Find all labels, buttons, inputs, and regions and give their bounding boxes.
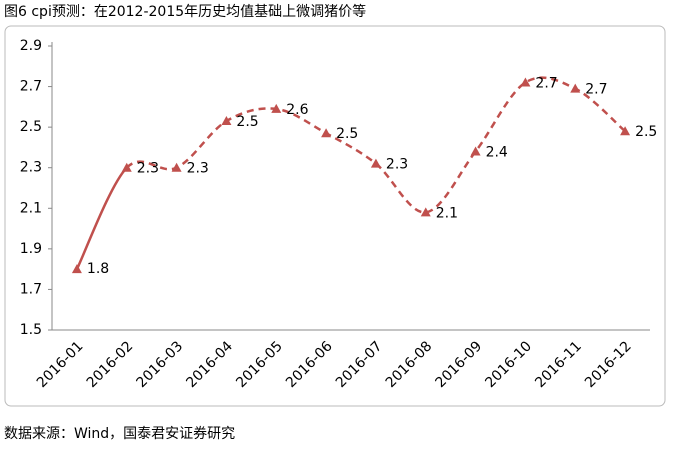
data-label: 2.5 [236,114,258,130]
marker [171,162,182,172]
data-label: 2.4 [486,144,508,160]
y-tick-label: 1.9 [20,241,42,257]
data-label: 2.1 [436,205,458,221]
y-tick-label: 2.5 [20,119,42,135]
x-tick-label: 2016-10 [482,338,535,391]
marker [221,116,232,126]
y-tick-label: 1.7 [20,281,42,297]
line-dashed [125,76,626,214]
x-tick-label: 2016-08 [383,338,436,391]
data-label: 2.3 [386,157,408,173]
marker [370,158,381,168]
x-tick-label: 2016-12 [582,338,635,391]
marker [121,162,132,172]
y-tick-label: 2.1 [20,200,42,216]
data-label: 2.6 [286,102,308,118]
data-label: 2.5 [336,126,358,142]
line-solid [75,166,128,270]
x-tick-label: 2016-02 [84,338,137,391]
y-tick-label: 2.7 [20,79,42,95]
data-label: 1.8 [87,261,109,277]
marker [321,128,332,138]
data-label: 2.7 [585,82,607,98]
data-label: 2.7 [535,76,557,92]
x-tick-label: 2016-09 [433,338,486,391]
marker [271,103,282,113]
x-tick-label: 2016-11 [532,338,585,391]
data-label: 2.3 [137,161,159,177]
y-tick-label: 2.9 [20,38,42,54]
marker [470,146,481,156]
y-tick-label: 2.3 [20,160,42,176]
x-tick-label: 2016-07 [333,338,386,391]
data-label: 2.3 [187,161,209,177]
x-tick-label: 2016-03 [134,338,187,391]
source: 数据来源：Wind，国泰君安证券研究 [4,426,235,442]
marker [620,126,631,136]
marker [420,207,431,217]
x-tick-label: 2016-01 [34,338,87,391]
y-tick-label: 1.5 [20,322,42,338]
chart-frame [4,25,666,407]
chart-title: 图6 cpi预测：在2012-2015年历史均值基础上微调猪价等 [4,3,366,20]
marker [570,83,581,93]
x-tick-label: 2016-04 [183,338,236,391]
data-label: 2.5 [635,124,657,140]
x-tick-label: 2016-05 [233,338,286,391]
marker [520,77,531,87]
marker [71,264,82,274]
x-tick-label: 2016-06 [283,338,336,391]
